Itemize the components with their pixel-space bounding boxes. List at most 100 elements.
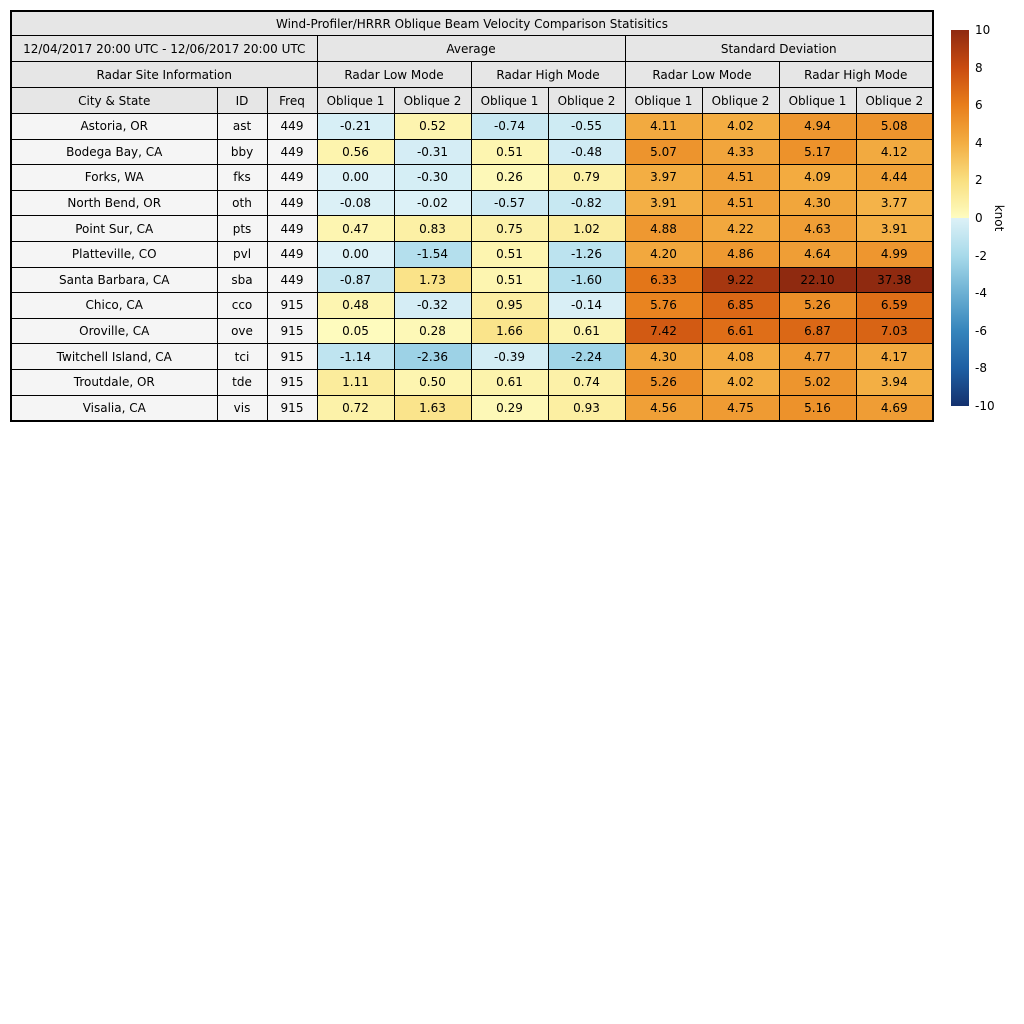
value-cell: -0.87 xyxy=(316,266,395,294)
colorbar-tick-label: -10 xyxy=(975,399,995,413)
mode-header-avg-high: Radar High Mode xyxy=(470,61,626,88)
table-row: Oroville, CA ove 915 0.05 0.28 1.66 0.61 7.42 6.… xyxy=(10,317,934,345)
value-cell: 0.52 xyxy=(393,113,472,140)
table-title: Wind-Profiler/HRRR Oblique Beam Velocity… xyxy=(10,10,934,36)
city-cell: Chico, CA xyxy=(10,292,218,319)
value-cell: 4.22 xyxy=(701,215,780,242)
col-header-id: ID xyxy=(216,87,268,114)
value-cell: 0.95 xyxy=(470,292,549,319)
value-cell: -2.36 xyxy=(393,343,472,370)
table-title-row: Wind-Profiler/HRRR Oblique Beam Velocity… xyxy=(10,10,934,36)
freq-cell: 449 xyxy=(266,164,318,191)
value-cell: 7.03 xyxy=(855,317,934,345)
value-cell: 0.00 xyxy=(316,240,395,268)
colorbar-tick-label: -8 xyxy=(975,361,987,376)
value-cell: 0.00 xyxy=(316,164,395,191)
value-cell: 4.51 xyxy=(701,189,780,217)
city-cell: Santa Barbara, CA xyxy=(10,266,218,294)
colorbar-tick-label: -2 xyxy=(975,248,987,263)
value-cell: 4.51 xyxy=(701,164,780,191)
value-cell: 3.94 xyxy=(855,368,934,396)
freq-cell: 449 xyxy=(266,266,318,294)
site-info-header: Radar Site Information xyxy=(10,61,318,88)
city-cell: Bodega Bay, CA xyxy=(10,138,218,166)
value-cell: 4.33 xyxy=(701,138,780,166)
value-cell: 0.51 xyxy=(470,240,549,268)
value-cell: 1.11 xyxy=(316,368,395,396)
table-row: Platteville, CO pvl 449 0.00 -1.54 0.51 -1.26 4… xyxy=(10,240,934,268)
value-cell: 0.74 xyxy=(547,368,626,396)
value-cell: -2.24 xyxy=(547,343,626,370)
value-cell: 0.28 xyxy=(393,317,472,345)
freq-cell: 915 xyxy=(266,317,318,345)
value-cell: 0.26 xyxy=(470,164,549,191)
value-cell: 0.51 xyxy=(470,138,549,166)
value-cell: 3.77 xyxy=(855,189,934,217)
site-id-cell: ove xyxy=(216,317,268,345)
table-row: North Bend, OR oth 449 -0.08 -0.02 -0.57 -0.82… xyxy=(10,189,934,217)
value-cell: 6.33 xyxy=(624,266,703,294)
stats-table: Wind-Profiler/HRRR Oblique Beam Velocity… xyxy=(10,10,934,423)
value-cell: 4.02 xyxy=(701,113,780,140)
value-cell: 4.86 xyxy=(701,240,780,268)
value-cell: 4.75 xyxy=(701,394,780,422)
value-cell: -0.32 xyxy=(393,292,472,319)
value-cell: 4.77 xyxy=(778,343,857,370)
value-cell: 5.17 xyxy=(778,138,857,166)
value-cell: 5.76 xyxy=(624,292,703,319)
freq-cell: 915 xyxy=(266,292,318,319)
value-cell: 1.63 xyxy=(393,394,472,422)
value-cell: -0.21 xyxy=(316,113,395,140)
value-cell: 4.30 xyxy=(778,189,857,217)
date-range: 12/04/2017 20:00 UTC - 12/06/2017 20:00 … xyxy=(10,35,318,62)
col-header-oblique: Oblique 2 xyxy=(393,87,472,114)
value-cell: 4.88 xyxy=(624,215,703,242)
table-row: Bodega Bay, CA bby 449 0.56 -0.31 0.51 -0.48 5.… xyxy=(10,138,934,166)
col-header-oblique: Oblique 2 xyxy=(547,87,626,114)
freq-cell: 449 xyxy=(266,215,318,242)
value-cell: 1.73 xyxy=(393,266,472,294)
city-cell: Platteville, CO xyxy=(10,240,218,268)
value-cell: 4.08 xyxy=(701,343,780,370)
freq-cell: 449 xyxy=(266,240,318,268)
value-cell: 5.16 xyxy=(778,394,857,422)
value-cell: 6.61 xyxy=(701,317,780,345)
table-row: Twitchell Island, CA tci 915 -1.14 -2.36 -0.3… xyxy=(10,343,934,370)
value-cell: 4.20 xyxy=(624,240,703,268)
table-row: Santa Barbara, CA sba 449 -0.87 1.73 0.51 -1.6… xyxy=(10,266,934,294)
col-header-oblique: Oblique 1 xyxy=(778,87,857,114)
value-cell: -0.39 xyxy=(470,343,549,370)
value-cell: 0.05 xyxy=(316,317,395,345)
site-id-cell: oth xyxy=(216,189,268,217)
city-cell: Forks, WA xyxy=(10,164,218,191)
value-cell: 5.08 xyxy=(855,113,934,140)
value-cell: 4.64 xyxy=(778,240,857,268)
city-cell: Oroville, CA xyxy=(10,317,218,345)
value-cell: 0.61 xyxy=(547,317,626,345)
value-cell: 4.12 xyxy=(855,138,934,166)
value-cell: 5.26 xyxy=(624,368,703,396)
freq-cell: 915 xyxy=(266,394,318,422)
group-header-row: 12/04/2017 20:00 UTC - 12/06/2017 20:00 … xyxy=(10,35,934,62)
value-cell: 9.22 xyxy=(701,266,780,294)
group-header-standard-deviation: Standard Deviation xyxy=(624,35,934,62)
col-header-oblique: Oblique 2 xyxy=(701,87,780,114)
value-cell: 4.02 xyxy=(701,368,780,396)
value-cell: 0.47 xyxy=(316,215,395,242)
value-cell: 0.51 xyxy=(470,266,549,294)
table-row: Troutdale, OR tde 915 1.11 0.50 0.61 0.74 5.26 4… xyxy=(10,368,934,396)
value-cell: 4.99 xyxy=(855,240,934,268)
col-header-oblique: Oblique 2 xyxy=(855,87,934,114)
value-cell: 6.87 xyxy=(778,317,857,345)
value-cell: -1.60 xyxy=(547,266,626,294)
value-cell: 37.38 xyxy=(855,266,934,294)
site-id-cell: bby xyxy=(216,138,268,166)
mode-header-avg-low: Radar Low Mode xyxy=(316,61,472,88)
mode-header-std-low: Radar Low Mode xyxy=(624,61,780,88)
group-header-average: Average xyxy=(316,35,626,62)
value-cell: 0.75 xyxy=(470,215,549,242)
city-cell: Twitchell Island, CA xyxy=(10,343,218,370)
col-header-oblique: Oblique 1 xyxy=(470,87,549,114)
table-body: Astoria, OR ast 449 -0.21 0.52 -0.74 -0.55 4.11… xyxy=(10,113,934,422)
value-cell: 0.48 xyxy=(316,292,395,319)
